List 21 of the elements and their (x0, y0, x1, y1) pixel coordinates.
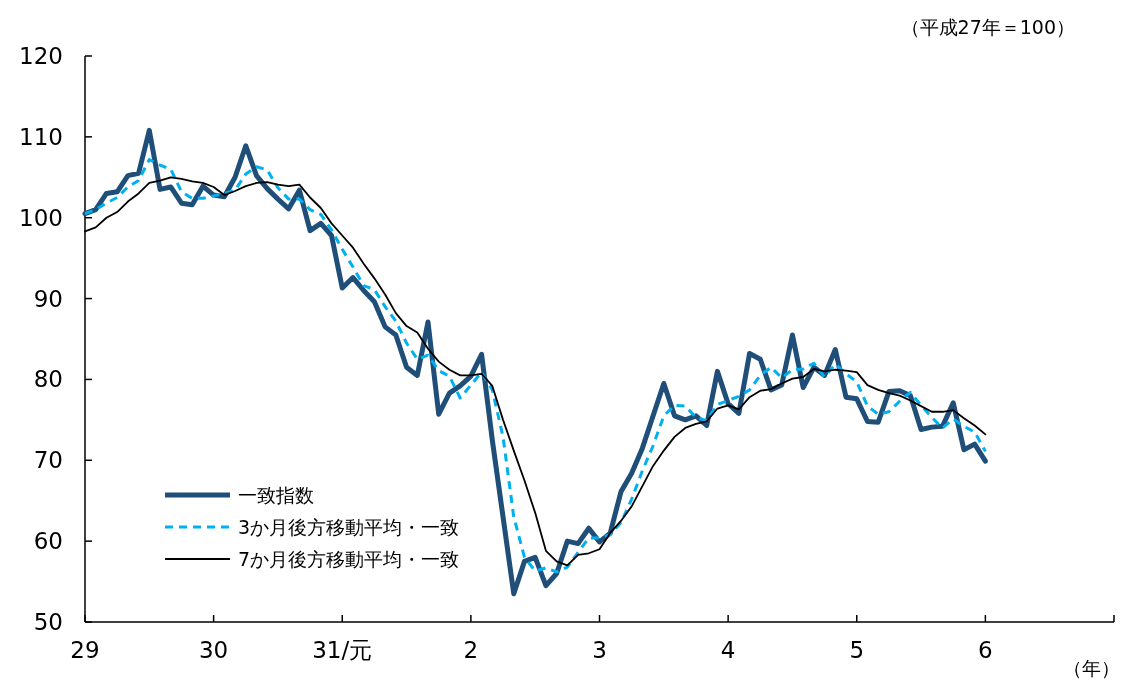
y-tick-label: 100 (19, 204, 63, 231)
x-tick-label: 5 (849, 637, 865, 663)
x-tick-label: 29 (70, 637, 100, 663)
y-tick-label: 120 (19, 43, 63, 69)
legend-label: 3か月後方移動平均・一致 (238, 516, 460, 538)
x-tick-label: 30 (198, 637, 229, 663)
y-tick-label: 60 (33, 528, 63, 555)
x-tick-label: 3 (592, 637, 607, 663)
y-tick-label: 80 (33, 366, 63, 393)
x-tick-label: 2 (463, 637, 479, 663)
y-tick-label: 90 (33, 285, 63, 312)
x-axis-title: （年） (1063, 657, 1120, 679)
y-tick-label: 70 (33, 447, 63, 474)
x-tick-label: 6 (978, 637, 993, 663)
x-tick-label: 31/元 (312, 637, 373, 663)
legend-label: 7か月後方移動平均・一致 (238, 548, 460, 570)
y-tick-label: 110 (19, 123, 63, 150)
legend-label: 一致指数 (238, 484, 314, 506)
y-tick-label: 50 (33, 609, 63, 635)
text: （平成27年＝100） (900, 16, 1075, 38)
x-tick-label: 4 (720, 637, 736, 663)
